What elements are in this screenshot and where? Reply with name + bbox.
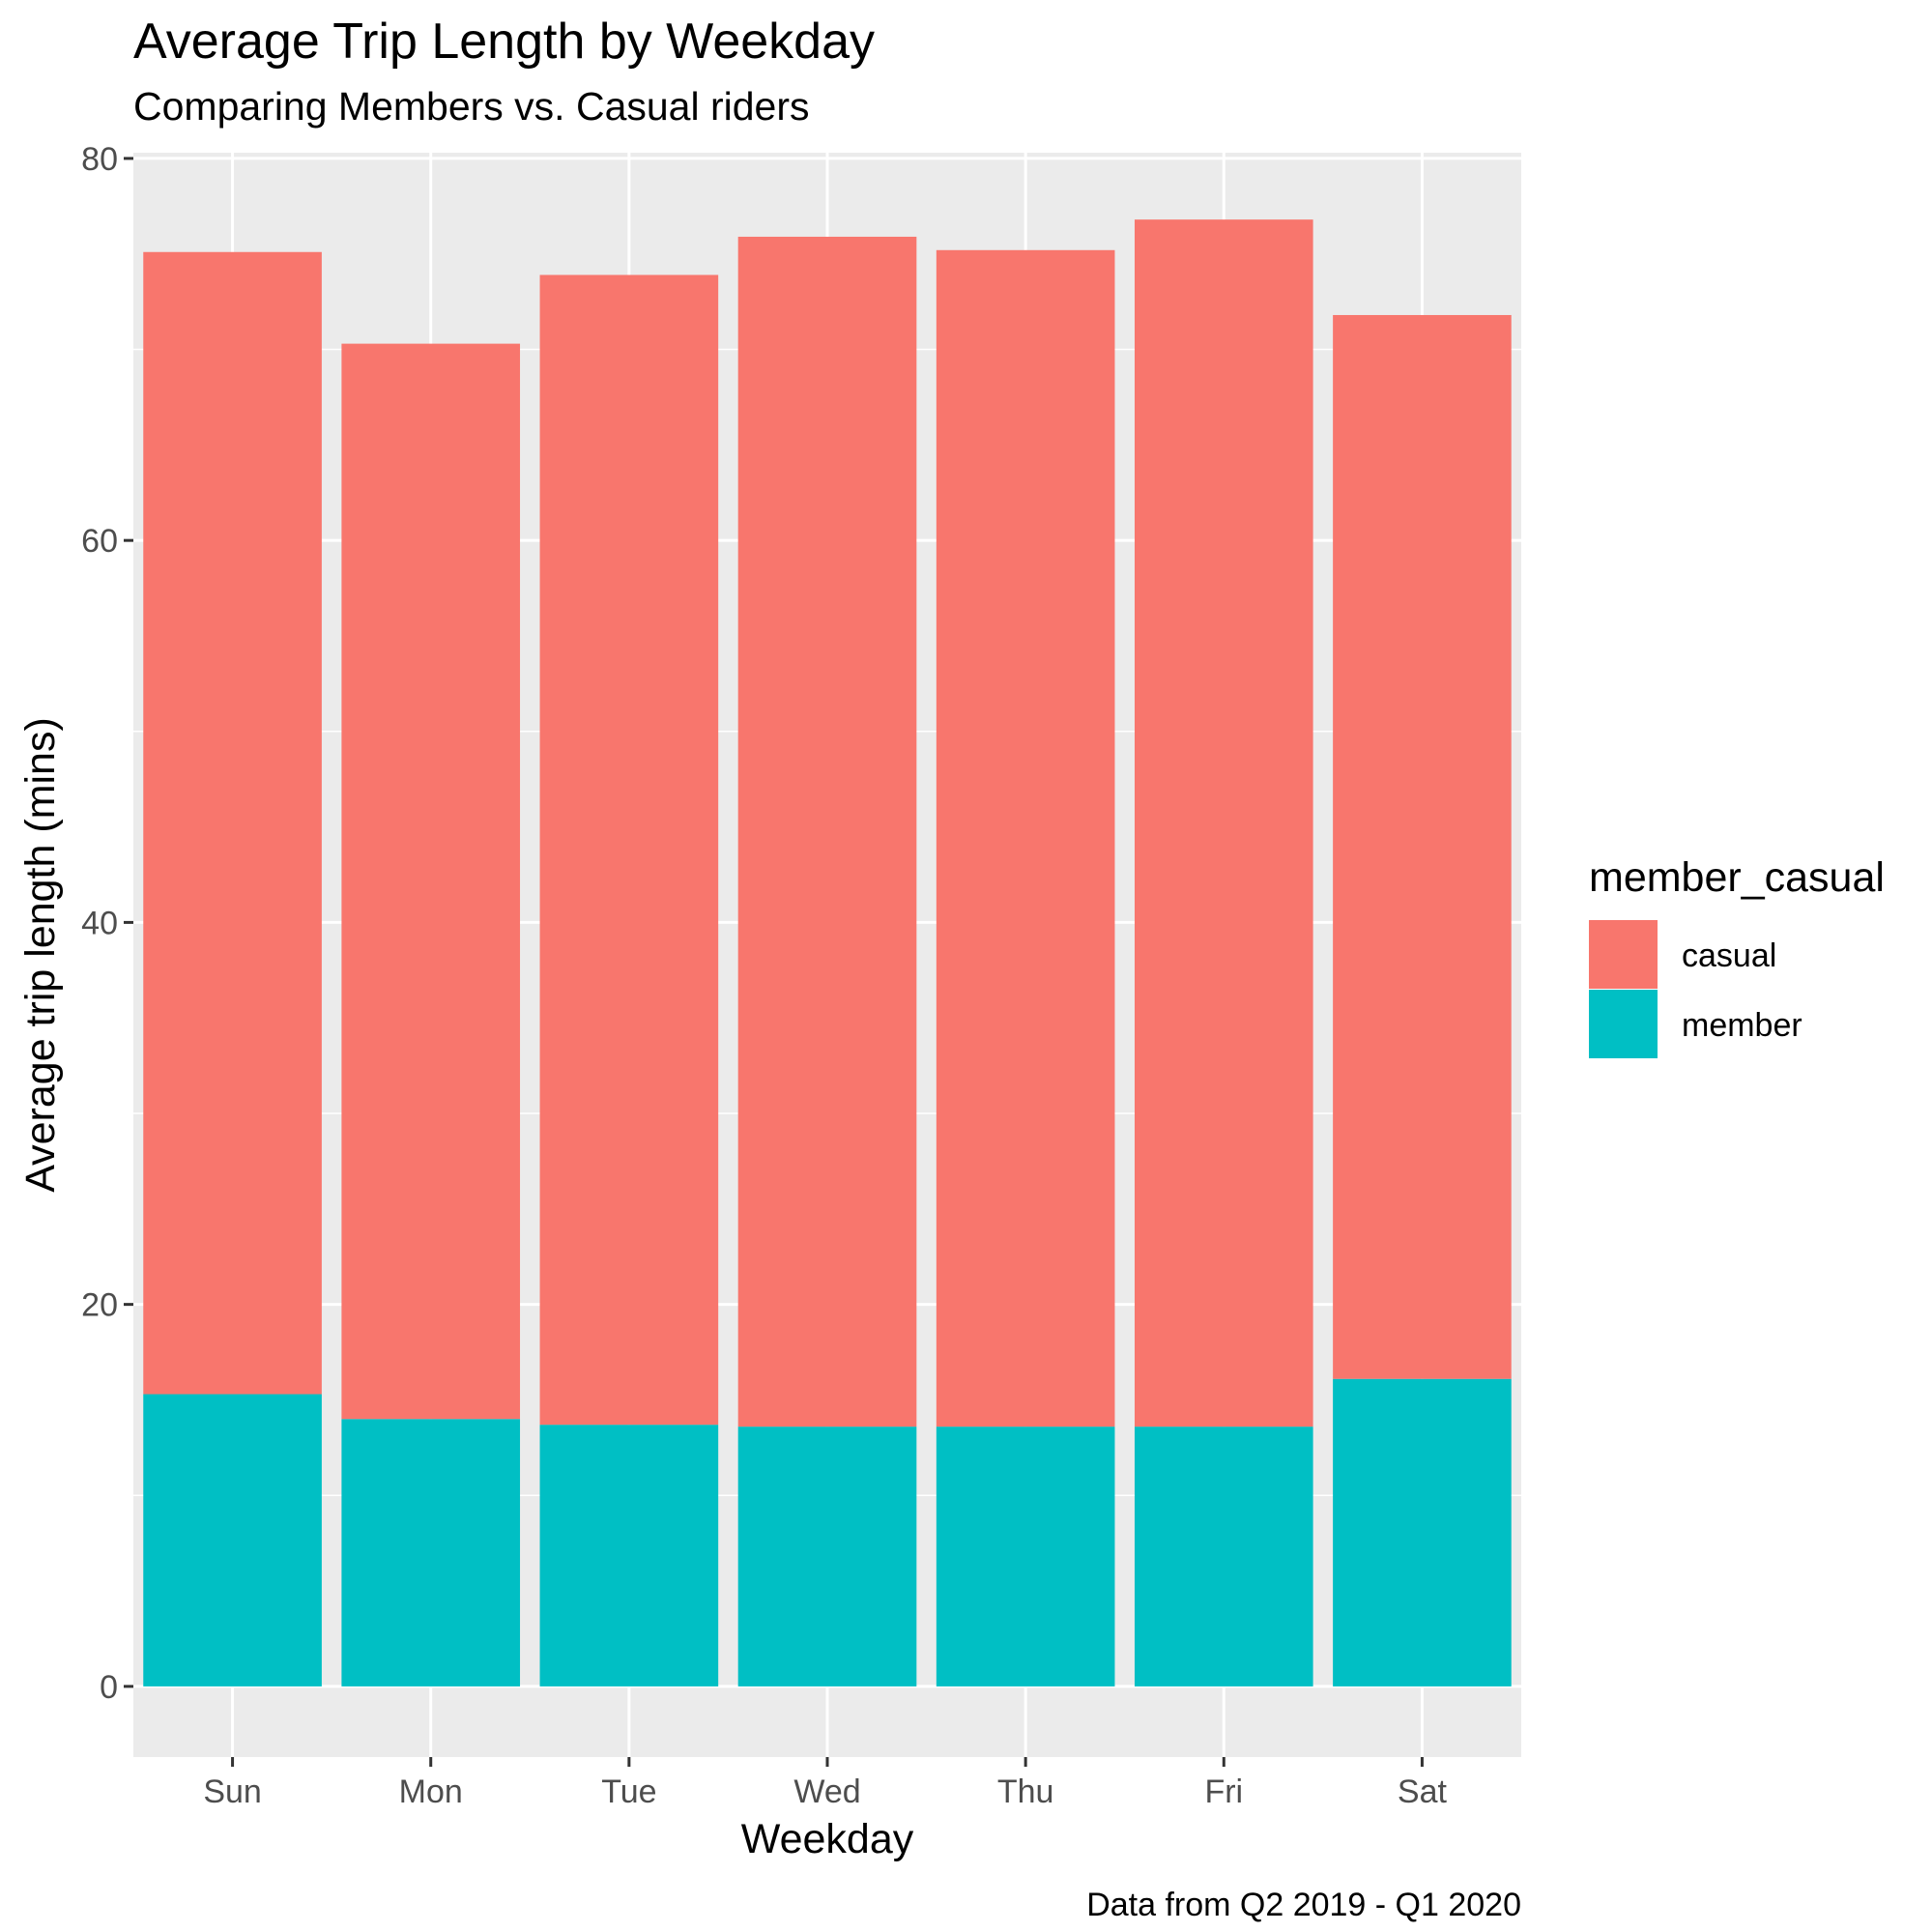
legend-label-casual: casual <box>1682 937 1776 974</box>
bar-member-thu <box>936 1427 1115 1687</box>
chart-subtitle: Comparing Members vs. Casual riders <box>133 84 810 129</box>
y-tick-label: 20 <box>81 1287 118 1324</box>
bar-casual-sat <box>1333 314 1512 1379</box>
x-tick-label-tue: Tue <box>601 1773 656 1810</box>
y-axis: 0 20 40 60 80 <box>81 141 133 1706</box>
bar-member-tue <box>539 1425 719 1687</box>
x-axis-title: Weekday <box>741 1816 914 1862</box>
x-axis: Sun Mon Tue Wed Thu Fri Sat <box>203 1757 1447 1810</box>
y-tick-label: 0 <box>100 1669 118 1706</box>
bar-member-wed <box>737 1427 917 1687</box>
bar-casual-mon <box>341 343 521 1420</box>
x-tick-label-fri: Fri <box>1204 1773 1243 1810</box>
bar-member-sat <box>1333 1378 1512 1687</box>
bar-casual-tue <box>539 274 719 1426</box>
bar-casual-fri <box>1134 219 1313 1427</box>
legend-key-member <box>1589 990 1658 1058</box>
chart-caption: Data from Q2 2019 - Q1 2020 <box>1086 1887 1521 1923</box>
bar-casual-thu <box>936 249 1115 1427</box>
x-tick-label-mon: Mon <box>399 1773 463 1810</box>
bar-member-sun <box>143 1394 322 1687</box>
y-tick-label: 40 <box>81 905 118 941</box>
bar-member-mon <box>341 1419 521 1687</box>
legend-key-casual <box>1589 920 1658 989</box>
legend-label-member: member <box>1682 1007 1802 1044</box>
y-axis-title: Average trip length (mins) <box>17 717 64 1193</box>
x-tick-label-sat: Sat <box>1398 1773 1448 1810</box>
chart-title: Average Trip Length by Weekday <box>133 14 875 70</box>
x-tick-label-wed: Wed <box>793 1773 860 1810</box>
legend-title: member_casual <box>1589 854 1885 901</box>
x-tick-label-sun: Sun <box>203 1773 262 1810</box>
y-tick-label: 60 <box>81 523 118 560</box>
bar-casual-wed <box>737 236 917 1427</box>
x-tick-label-thu: Thu <box>997 1773 1054 1810</box>
bar-layer <box>143 219 1512 1687</box>
bar-member-fri <box>1134 1427 1313 1687</box>
y-tick-label: 80 <box>81 141 118 178</box>
legend: member_casual casual member <box>1589 854 1885 1058</box>
bar-casual-sun <box>143 251 322 1395</box>
